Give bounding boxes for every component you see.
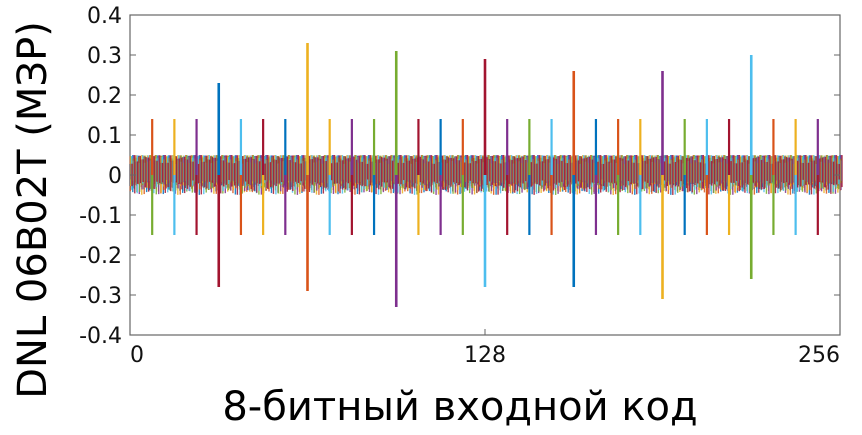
dnl-traces (129, 43, 843, 307)
y-tick-label: 0.4 (87, 4, 122, 29)
y-axis-label: DNL 06B02T (МЗР) (10, 21, 56, 399)
x-axis-ticks: 0 128 256 (129, 329, 841, 368)
x-tick-label: 256 (798, 343, 840, 368)
x-axis-label: 8-битный входной код (222, 384, 697, 430)
x-tick-label: 0 (130, 343, 144, 368)
y-tick-label: -0.2 (79, 244, 122, 269)
y-tick-label: -0.1 (79, 204, 122, 229)
y-tick-label: 0 (108, 164, 122, 189)
y-tick-label: 0.2 (87, 84, 122, 109)
y-tick-label: -0.3 (79, 284, 122, 309)
y-axis-ticks: 0.4 0.3 0.2 0.1 0 -0.1 -0.2 -0.3 -0.4 (79, 4, 840, 349)
y-tick-label: 0.3 (87, 44, 122, 69)
x-tick-label: 128 (464, 343, 506, 368)
y-tick-label: 0.1 (87, 124, 122, 149)
y-tick-label: -0.4 (79, 324, 122, 349)
